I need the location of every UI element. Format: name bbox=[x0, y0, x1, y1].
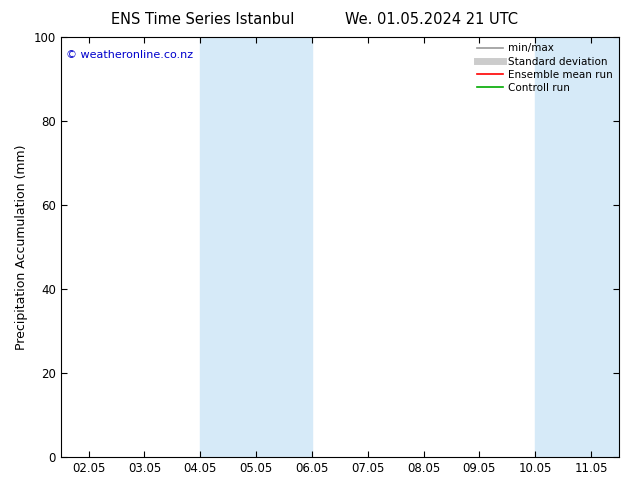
Y-axis label: Precipitation Accumulation (mm): Precipitation Accumulation (mm) bbox=[15, 145, 28, 350]
Text: © weatheronline.co.nz: © weatheronline.co.nz bbox=[66, 50, 193, 60]
Text: We. 01.05.2024 21 UTC: We. 01.05.2024 21 UTC bbox=[345, 12, 517, 27]
Legend: min/max, Standard deviation, Ensemble mean run, Controll run: min/max, Standard deviation, Ensemble me… bbox=[472, 39, 617, 97]
Bar bbox=[535, 37, 619, 457]
Text: ENS Time Series Istanbul: ENS Time Series Istanbul bbox=[111, 12, 295, 27]
Bar bbox=[200, 37, 312, 457]
